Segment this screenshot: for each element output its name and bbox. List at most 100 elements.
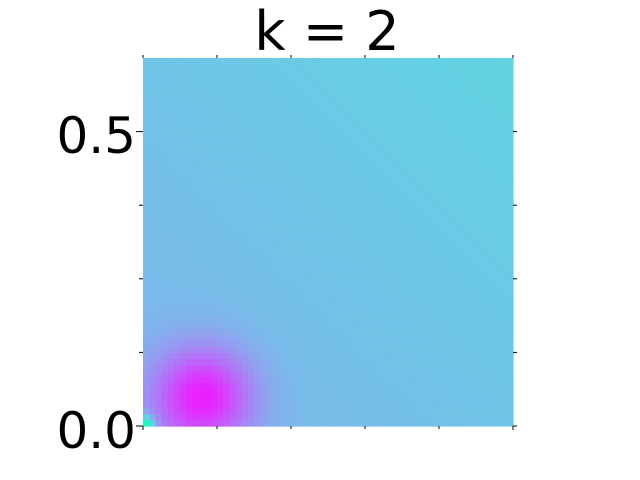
heatmap-cell (180, 266, 187, 274)
heatmap-cell (167, 340, 175, 347)
heatmap-cell (149, 364, 156, 372)
heatmap-cell (198, 266, 206, 274)
heatmap-cell (494, 383, 502, 390)
heatmap-cell (235, 284, 243, 292)
heatmap-cell (297, 107, 304, 114)
heatmap-cell (463, 327, 471, 335)
heatmap-cell (506, 419, 514, 427)
heatmap-cell (389, 242, 397, 249)
heatmap-cell (303, 58, 311, 65)
heatmap-cell (352, 205, 360, 212)
heatmap-cell (149, 413, 156, 421)
heatmap-cell (229, 107, 237, 114)
heatmap-cell (334, 389, 341, 396)
heatmap-cell (278, 383, 286, 390)
heatmap-cell (167, 352, 175, 360)
heatmap-cell (488, 401, 496, 409)
heatmap-cell (488, 174, 496, 182)
heatmap-cell (260, 358, 267, 366)
heatmap-cell (192, 205, 200, 212)
heatmap-cell (291, 315, 298, 323)
heatmap-cell (414, 278, 422, 286)
heatmap-cell (395, 315, 403, 323)
heatmap-cell (500, 291, 508, 298)
heatmap-cell (143, 143, 150, 151)
heatmap-cell (167, 64, 175, 71)
heatmap-cell (451, 383, 459, 390)
heatmap-cell (204, 94, 212, 102)
heatmap-cell (260, 131, 267, 139)
heatmap-cell (463, 383, 471, 390)
heatmap-cell (210, 376, 218, 384)
heatmap-cell (229, 229, 237, 237)
heatmap-cell (241, 364, 249, 372)
heatmap-cell (254, 100, 261, 108)
heatmap-cell (297, 199, 304, 206)
heatmap-cell (445, 364, 452, 372)
heatmap-cell (476, 205, 483, 212)
heatmap-cell (500, 125, 508, 133)
heatmap-cell (457, 401, 465, 409)
heatmap-cell (414, 254, 422, 261)
heatmap-cell (260, 291, 267, 298)
heatmap-cell (198, 407, 206, 415)
heatmap-cell (186, 174, 193, 182)
heatmap-cell (340, 248, 348, 255)
heatmap-cell (266, 211, 274, 219)
heatmap-cell (272, 223, 280, 231)
heatmap-cell (365, 107, 372, 114)
heatmap-cell (494, 334, 502, 341)
heatmap-cell (457, 248, 465, 255)
heatmap-cell (161, 383, 169, 390)
heatmap-cell (161, 217, 169, 225)
heatmap-cell (463, 254, 471, 261)
heatmap-cell (167, 94, 175, 102)
heatmap-cell (309, 321, 317, 329)
heatmap-cell (389, 395, 397, 403)
heatmap-cell (340, 321, 348, 329)
heatmap-cell (278, 272, 286, 280)
heatmap-cell (235, 376, 243, 384)
heatmap-cell (408, 217, 415, 225)
heatmap-cell (235, 119, 243, 127)
heatmap-cell (420, 334, 428, 341)
heatmap-cell (161, 119, 169, 127)
heatmap-cell (476, 186, 483, 194)
heatmap-cell (482, 131, 489, 139)
heatmap-cell (328, 407, 335, 415)
heatmap-cell (476, 266, 483, 274)
heatmap-cell (321, 303, 329, 311)
heatmap-cell (186, 156, 193, 163)
axis-ticks (136, 55, 517, 430)
heatmap-cell (346, 352, 354, 360)
heatmap-cell (284, 389, 292, 396)
heatmap-cell (291, 100, 298, 108)
heatmap-cell (469, 370, 477, 378)
heatmap-cell (241, 162, 249, 169)
heatmap-cell (278, 235, 286, 243)
heatmap-cell (229, 88, 237, 96)
heatmap-cell (358, 260, 366, 268)
heatmap-cell (161, 303, 169, 311)
heatmap-cell (204, 217, 212, 225)
heatmap-cell (284, 192, 292, 200)
heatmap-cell (303, 131, 311, 139)
heatmap-cell (204, 88, 212, 96)
heatmap-cell (445, 358, 452, 366)
heatmap-cell (506, 156, 514, 163)
heatmap-cell (321, 137, 329, 145)
heatmap-cell (395, 235, 403, 243)
heatmap-cell (210, 303, 218, 311)
heatmap-cell (229, 58, 237, 65)
heatmap-cell (284, 235, 292, 243)
heatmap-cell (439, 321, 446, 329)
heatmap-cell (297, 260, 304, 268)
heatmap-cell (161, 248, 169, 255)
heatmap-cell (198, 180, 206, 188)
heatmap-cell (254, 327, 261, 335)
heatmap-cell (469, 76, 477, 84)
heatmap-cell (340, 242, 348, 249)
heatmap-cell (229, 100, 237, 108)
heatmap-cell (173, 150, 181, 157)
heatmap-cell (198, 376, 206, 384)
